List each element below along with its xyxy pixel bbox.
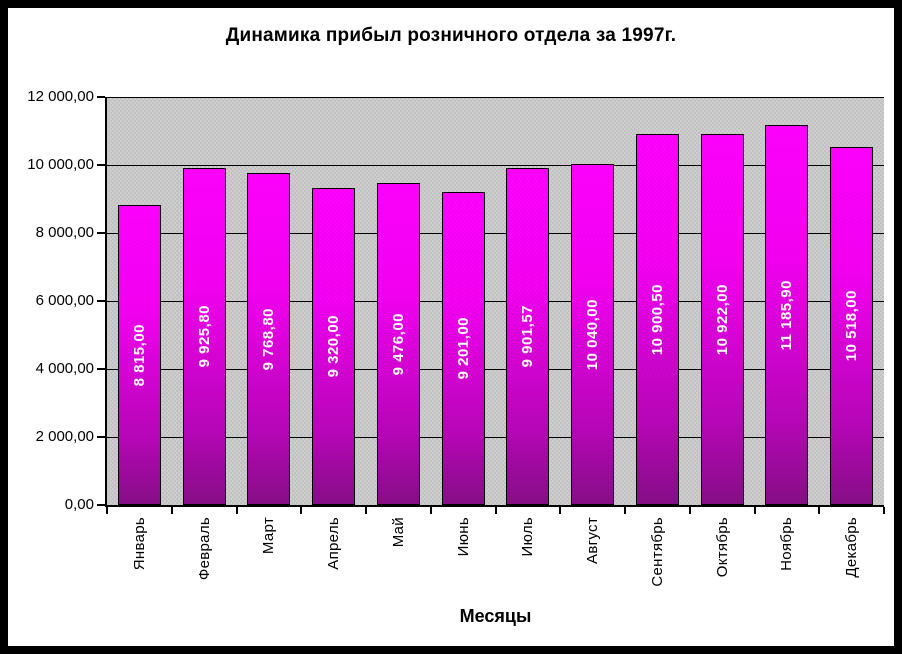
- gridline: [107, 165, 884, 166]
- x-category-label: Июль: [519, 517, 537, 557]
- x-axis-title: Месяцы: [459, 606, 532, 626]
- x-category-label: Январь: [130, 517, 148, 571]
- bar-value-label: 9 476,00: [390, 312, 407, 376]
- x-tick: [689, 507, 691, 514]
- x-tick: [883, 507, 885, 514]
- x-category-label: Декабрь: [843, 517, 861, 578]
- y-tick-label: 4 000,00: [35, 360, 94, 377]
- bar-Июль: 9 901,57: [506, 168, 549, 505]
- x-tick: [300, 507, 302, 514]
- x-category-label: Сентябрь: [648, 517, 666, 587]
- gridline: [107, 97, 884, 98]
- chart-title: Динамика прибыл розничного отдела за 199…: [225, 25, 677, 46]
- gridline: [107, 233, 884, 234]
- y-tick-label: 6 000,00: [35, 292, 94, 309]
- x-axis-line: [105, 505, 884, 507]
- gridline: [107, 369, 884, 370]
- x-category-label: Май: [389, 517, 407, 548]
- bar-Декабрь: 10 518,00: [830, 147, 873, 505]
- plot-area: 8 815,00 9 925,80 9 768,80 9 320,00 9 476,00…: [107, 97, 884, 505]
- x-tick: [106, 507, 108, 514]
- bar-Март: 9 768,80: [247, 173, 290, 505]
- x-category-label: Март: [260, 517, 278, 555]
- y-tick-label: 12 000,00: [27, 88, 94, 105]
- x-tick: [624, 507, 626, 514]
- bar-value-label: 9 901,57: [519, 305, 536, 368]
- x-category-label: Ноябрь: [778, 517, 796, 571]
- y-tick: [97, 232, 105, 234]
- bar-Январь: 8 815,00: [118, 205, 161, 505]
- bar-value-label: 10 922,00: [714, 283, 731, 356]
- bar-value-label: 9 320,00: [325, 315, 342, 378]
- x-tick: [430, 507, 432, 514]
- y-tick-label: 0,00: [64, 496, 94, 513]
- x-tick: [171, 507, 173, 514]
- y-tick-label: 10 000,00: [27, 156, 94, 173]
- bar-Апрель: 9 320,00: [312, 188, 355, 505]
- y-tick-label: 2 000,00: [35, 428, 94, 445]
- bar-value-label: 9 201,00: [455, 317, 472, 380]
- bar-Сентябрь: 10 900,50: [636, 134, 679, 505]
- bar-value-label: 9 925,80: [196, 305, 213, 368]
- x-category-label: Июнь: [454, 517, 472, 557]
- x-tick: [365, 507, 367, 514]
- bar-value-label: 10 900,50: [649, 283, 666, 356]
- bar-Май: 9 476,00: [377, 183, 420, 505]
- bar-Август: 10 040,00: [571, 164, 614, 505]
- x-tick: [818, 507, 820, 514]
- x-category-label: Февраль: [195, 517, 213, 581]
- x-category-label: Октябрь: [713, 517, 731, 578]
- y-tick: [97, 504, 105, 506]
- y-tick: [97, 368, 105, 370]
- bar-value-label: 9 768,80: [260, 307, 277, 371]
- y-tick: [97, 96, 105, 98]
- gridline: [107, 437, 884, 438]
- y-axis-line: [105, 97, 107, 507]
- x-category-label: Апрель: [325, 517, 343, 570]
- x-tick: [754, 507, 756, 514]
- x-category-label: Август: [584, 517, 602, 564]
- bar-value-label: 10 518,00: [843, 290, 860, 362]
- bar-Октябрь: 10 922,00: [701, 134, 744, 505]
- gridline: [107, 301, 884, 302]
- x-tick: [559, 507, 561, 514]
- y-tick: [97, 300, 105, 302]
- y-tick: [97, 436, 105, 438]
- y-tick: [97, 164, 105, 166]
- x-tick: [236, 507, 238, 514]
- bar-value-label: 8 815,00: [131, 323, 148, 387]
- bar-Ноябрь: 11 185,90: [765, 125, 808, 505]
- x-tick: [495, 507, 497, 514]
- bar-Июнь: 9 201,00: [442, 192, 485, 505]
- bar-value-label: 10 040,00: [584, 298, 601, 371]
- bar-value-label: 11 185,90: [778, 279, 795, 351]
- y-tick-label: 8 000,00: [35, 224, 94, 241]
- bar-Февраль: 9 925,80: [183, 168, 226, 505]
